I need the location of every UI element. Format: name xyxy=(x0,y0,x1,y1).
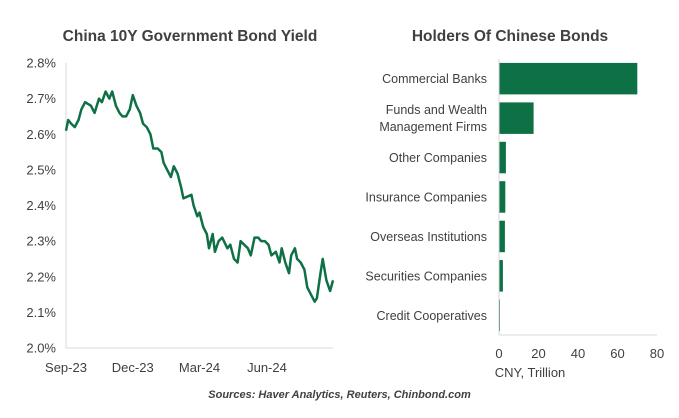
holder-bar xyxy=(499,181,506,213)
bar-x-axis-title: CNY, Trillion xyxy=(495,365,566,380)
category-label: Commercial Banks xyxy=(382,72,487,86)
y-tick-label: 2.2% xyxy=(26,269,56,284)
category-label: Insurance Companies xyxy=(365,191,487,205)
y-tick-label: 2.0% xyxy=(26,341,56,356)
x-tick-label: Jun-24 xyxy=(247,360,287,375)
y-tick-label: 2.1% xyxy=(26,305,56,320)
bar-x-tick-label: 80 xyxy=(650,346,664,361)
bar-x-tick-label: 60 xyxy=(610,346,624,361)
category-label: Credit Cooperatives xyxy=(377,309,487,323)
holder-bar xyxy=(499,102,534,134)
category-label: Securities Companies xyxy=(365,269,487,283)
yield-line xyxy=(64,90,335,303)
bar-chart: Commercial Banks Funds and Wealth Manageme… xyxy=(365,59,664,380)
y-tick-label: 2.3% xyxy=(26,234,56,249)
holder-bar xyxy=(499,260,503,292)
y-tick-label: 2.6% xyxy=(26,127,56,142)
holder-bar xyxy=(499,62,638,95)
y-tick-label: 2.4% xyxy=(26,198,56,213)
bar-chart-title: Holders Of Chinese Bonds xyxy=(411,28,609,45)
holder-bar xyxy=(499,220,505,253)
x-tick-label: Sep-23 xyxy=(45,360,87,375)
line-chart: 2.8% 2.7% 2.6% 2.5% 2.4% 2.3% 2.2% 2.1% 2.0% Sep-… xyxy=(26,56,335,375)
x-tick-label: Dec-23 xyxy=(112,360,154,375)
bar-x-tick-label: 0 xyxy=(495,346,502,361)
line-chart-title: China 10Y Government Bond Yield xyxy=(62,28,318,45)
category-label: Other Companies xyxy=(389,151,487,165)
y-tick-label: 2.8% xyxy=(26,56,56,71)
source-note: Sources: Haver Analytics, Reuters, Chinb… xyxy=(208,389,471,401)
bar-x-tick-label: 20 xyxy=(531,346,545,361)
bar-x-tick-label: 40 xyxy=(571,346,585,361)
x-tick-label: Mar-24 xyxy=(179,360,220,375)
y-tick-label: 2.5% xyxy=(26,162,56,177)
category-label: Funds and Wealth Management Firms xyxy=(379,103,487,134)
category-label: Overseas Institutions xyxy=(370,230,487,244)
y-tick-label: 2.7% xyxy=(26,91,56,106)
holder-bar xyxy=(499,141,506,174)
